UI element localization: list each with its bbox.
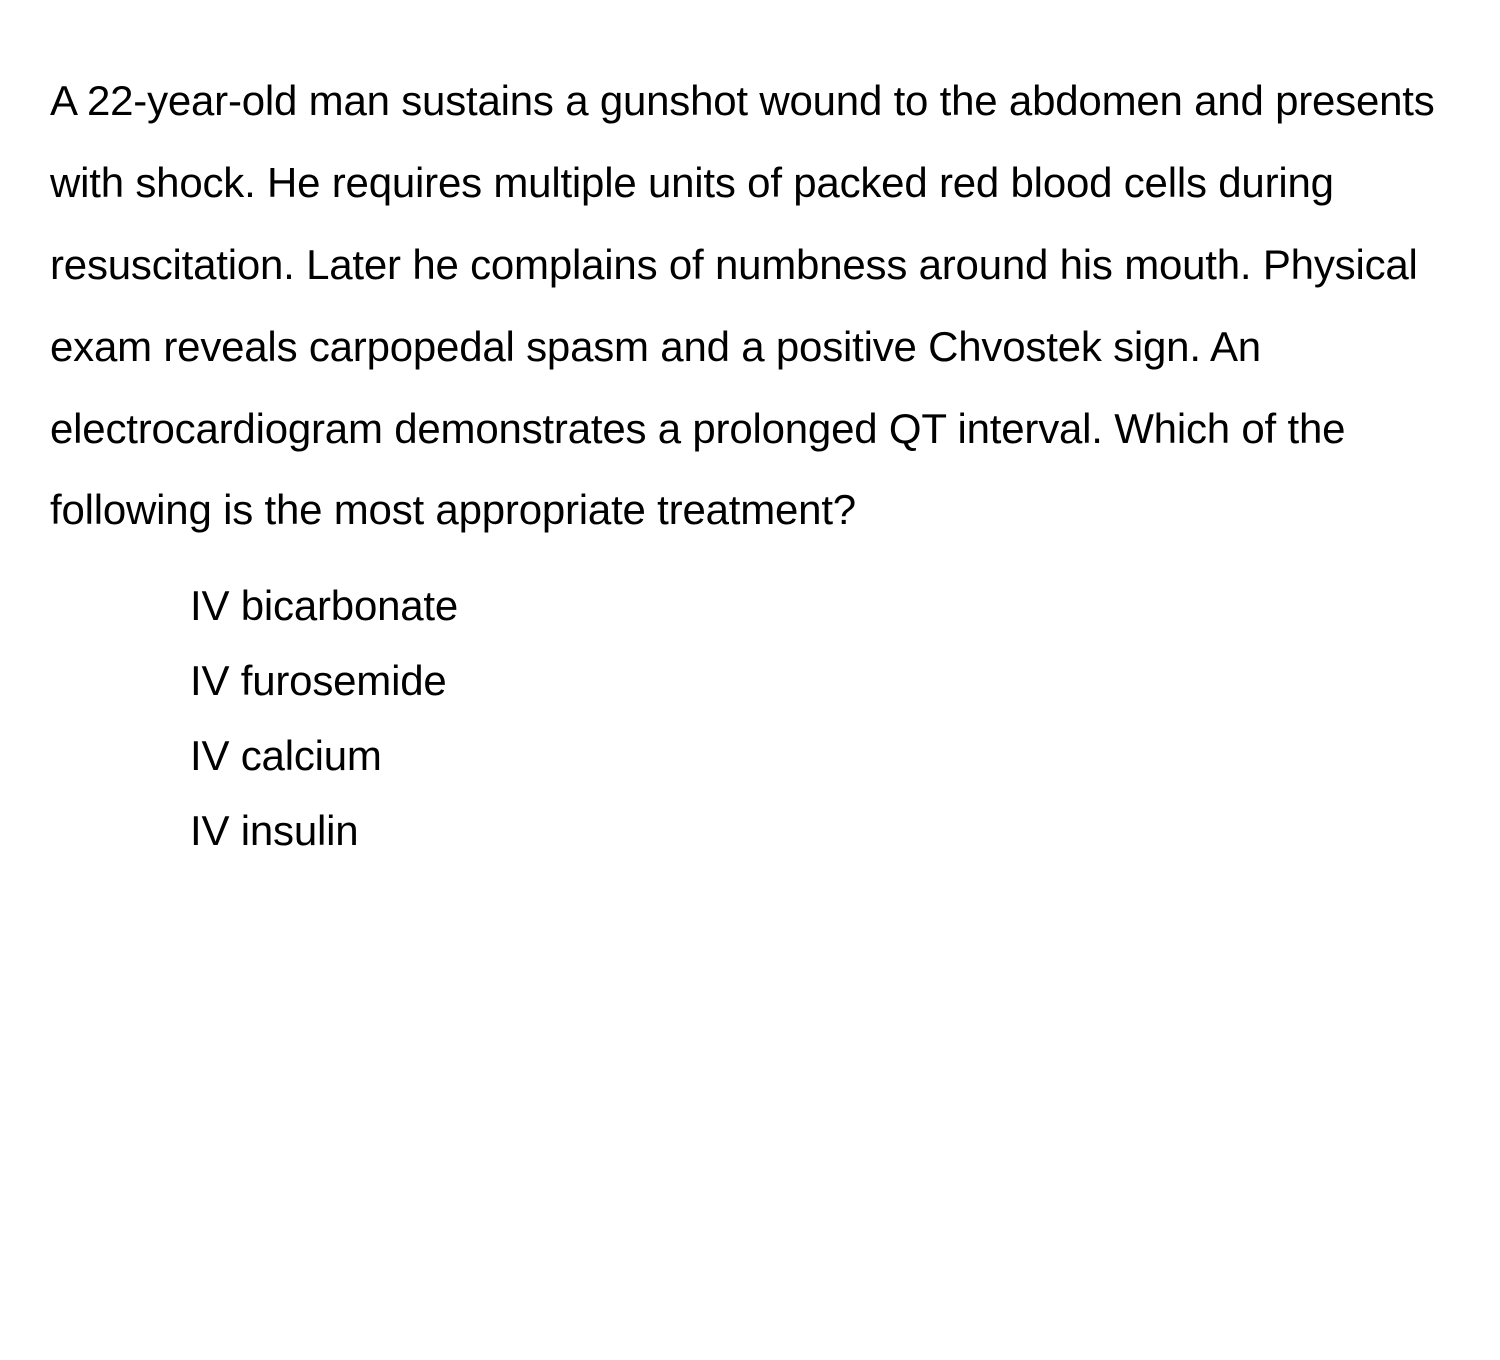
option-b: IV furosemide: [190, 644, 1450, 719]
option-a: IV bicarbonate: [190, 569, 1450, 644]
option-d: IV insulin: [190, 794, 1450, 869]
options-list: IV bicarbonate IV furosemide IV calcium …: [50, 569, 1450, 868]
option-c: IV calcium: [190, 719, 1450, 794]
question-stem: A 22-year-old man sustains a gunshot wou…: [50, 60, 1450, 551]
